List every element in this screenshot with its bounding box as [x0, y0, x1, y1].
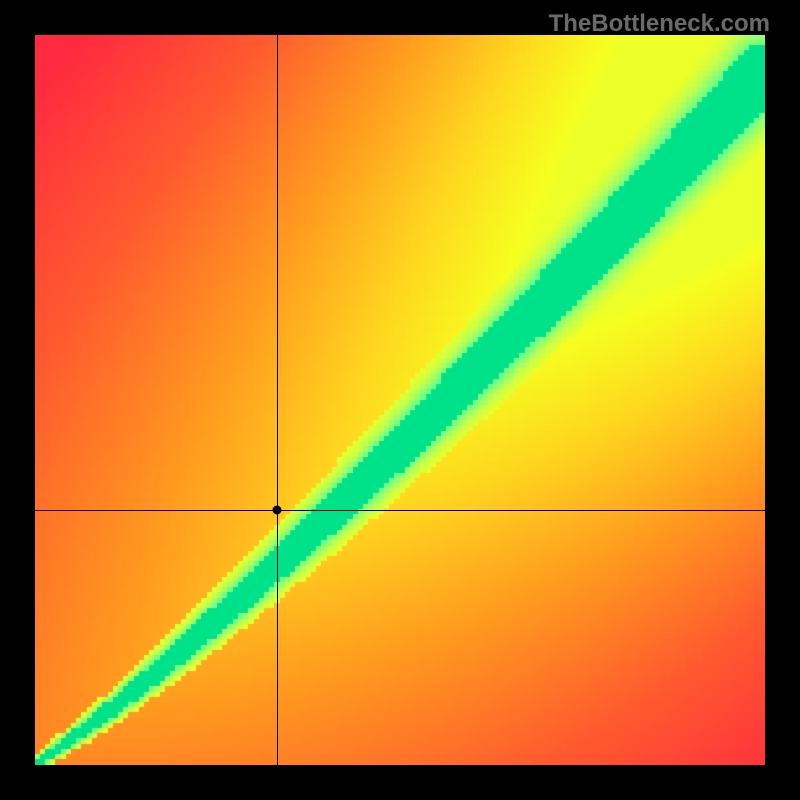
chart-frame: TheBottleneck.com [0, 0, 800, 800]
crosshair-marker [273, 505, 282, 514]
crosshair-vertical [277, 35, 278, 765]
heatmap-canvas [35, 35, 765, 765]
crosshair-horizontal [35, 510, 765, 511]
watermark-text: TheBottleneck.com [549, 10, 770, 38]
plot-area [35, 35, 765, 765]
